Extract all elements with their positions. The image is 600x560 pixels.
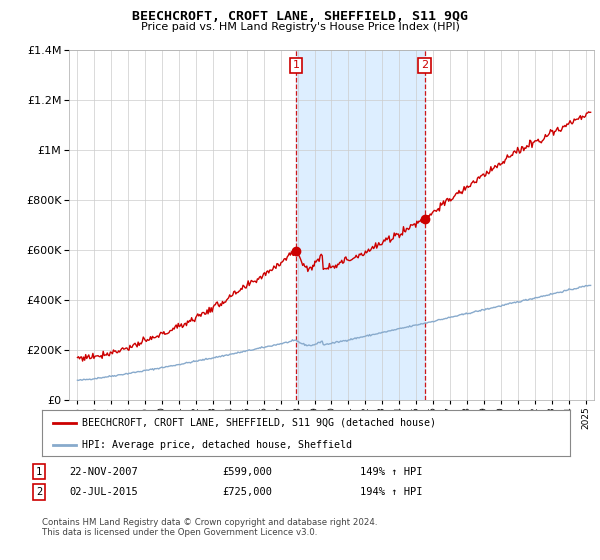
Text: BEECHCROFT, CROFT LANE, SHEFFIELD, S11 9QG (detached house): BEECHCROFT, CROFT LANE, SHEFFIELD, S11 9…	[82, 418, 436, 428]
Text: £725,000: £725,000	[222, 487, 272, 497]
Text: 1: 1	[292, 60, 299, 71]
Text: 2: 2	[421, 60, 428, 71]
Bar	[296, 50, 425, 400]
Text: 2: 2	[36, 487, 42, 497]
Text: 194% ↑ HPI: 194% ↑ HPI	[360, 487, 422, 497]
Text: HPI: Average price, detached house, Sheffield: HPI: Average price, detached house, Shef…	[82, 440, 352, 450]
Text: £599,000: £599,000	[222, 466, 272, 477]
Text: Price paid vs. HM Land Registry's House Price Index (HPI): Price paid vs. HM Land Registry's House …	[140, 22, 460, 32]
Text: 1: 1	[36, 466, 42, 477]
Text: BEECHCROFT, CROFT LANE, SHEFFIELD, S11 9QG: BEECHCROFT, CROFT LANE, SHEFFIELD, S11 9…	[132, 10, 468, 23]
Text: 02-JUL-2015: 02-JUL-2015	[69, 487, 138, 497]
Text: 22-NOV-2007: 22-NOV-2007	[69, 466, 138, 477]
Text: Contains HM Land Registry data © Crown copyright and database right 2024.
This d: Contains HM Land Registry data © Crown c…	[42, 518, 377, 538]
Text: 149% ↑ HPI: 149% ↑ HPI	[360, 466, 422, 477]
